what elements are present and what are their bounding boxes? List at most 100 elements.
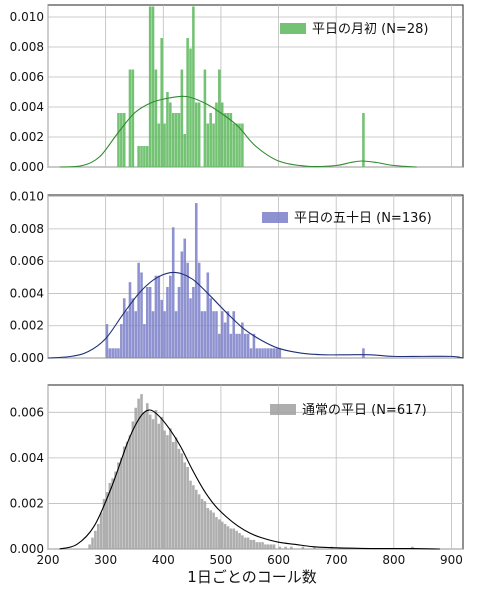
histogram-bar xyxy=(163,430,166,549)
histogram-bar xyxy=(313,546,316,549)
histogram-bar xyxy=(238,123,241,167)
histogram-bar xyxy=(143,412,146,549)
histogram-bar xyxy=(200,311,204,358)
histogram-bar xyxy=(238,533,241,549)
histogram-bar xyxy=(232,311,236,358)
y-tick-label: 0.000 xyxy=(10,542,44,556)
histogram-bar xyxy=(160,416,163,549)
histogram-bar xyxy=(166,435,169,549)
histogram-bar xyxy=(192,485,195,549)
y-tick-label: 0.002 xyxy=(10,496,44,510)
histogram-bar xyxy=(269,348,273,358)
histogram-bar xyxy=(220,311,224,358)
histogram-bar xyxy=(160,38,163,167)
histogram-bar xyxy=(148,6,152,167)
histogram-bar xyxy=(148,286,152,358)
y-tick-label: 0.000 xyxy=(10,351,44,365)
histogram-bar xyxy=(189,480,192,549)
x-tick-label: 900 xyxy=(440,553,463,567)
histogram-bar xyxy=(151,419,155,549)
histogram-bar xyxy=(249,348,253,358)
histogram-bar xyxy=(278,546,282,549)
histogram-bar xyxy=(157,423,161,549)
histogram-bar xyxy=(171,113,175,167)
histogram-bar xyxy=(290,546,293,549)
histogram-bar xyxy=(203,311,207,358)
histogram-bar xyxy=(272,544,276,549)
histogram-bar xyxy=(128,435,132,549)
histogram-bar xyxy=(186,467,189,549)
histogram-bar xyxy=(154,275,158,358)
x-tick-label: 700 xyxy=(325,553,348,567)
legend-swatch xyxy=(270,404,296,415)
histogram-bar xyxy=(212,311,215,358)
histogram-bar xyxy=(206,272,210,358)
histogram-bar xyxy=(148,414,152,549)
histogram-bar xyxy=(171,441,175,549)
histogram-bar xyxy=(209,298,212,358)
histogram-bar xyxy=(96,523,100,549)
histogram-bar xyxy=(411,546,414,549)
histogram-bar xyxy=(269,544,273,549)
histogram-bar xyxy=(194,489,198,549)
histogram-bar xyxy=(189,298,192,358)
histogram-bar xyxy=(220,521,224,549)
histogram-bar xyxy=(255,542,259,549)
legend-label: 平日の五十日 (N=136) xyxy=(294,211,432,226)
histogram-bar xyxy=(117,462,120,549)
histogram-bar xyxy=(114,348,117,358)
histogram-bar xyxy=(218,69,221,167)
histogram-bar xyxy=(131,69,135,167)
histogram-bar xyxy=(120,457,123,549)
histogram-bar xyxy=(163,311,166,358)
histogram-bar xyxy=(261,348,264,358)
histogram-bar xyxy=(243,333,247,358)
kde-curve xyxy=(59,95,417,168)
histogram-bar xyxy=(278,348,282,358)
histogram-bar xyxy=(160,299,163,358)
legend-swatch xyxy=(280,23,306,34)
histogram-bar xyxy=(131,421,135,549)
histogram-bar xyxy=(258,542,261,549)
histogram-bar xyxy=(235,123,238,167)
histogram-bar xyxy=(122,298,126,358)
histogram-bar xyxy=(183,238,187,358)
histogram-bar xyxy=(209,510,212,549)
histogram-bar xyxy=(203,501,207,549)
histogram-bar xyxy=(223,523,227,549)
histogram-bar xyxy=(229,333,233,358)
histogram-bar xyxy=(243,537,247,549)
histogram-bar xyxy=(229,113,233,167)
histogram-bar xyxy=(215,517,218,549)
histogram-bar xyxy=(108,348,112,358)
histogram-bar xyxy=(163,123,166,167)
histogram-bar xyxy=(174,113,178,167)
histogram-bar xyxy=(264,544,267,549)
histogram-bar xyxy=(192,286,195,358)
histogram-bar xyxy=(206,123,210,167)
histogram-bar xyxy=(137,398,140,549)
histogram-bar xyxy=(154,410,158,549)
histogram-bar xyxy=(200,498,204,549)
kde-curve xyxy=(47,271,464,359)
histogram-bar xyxy=(157,275,161,358)
histogram-bar xyxy=(186,262,189,358)
y-tick-label: 0.006 xyxy=(10,405,44,419)
histogram-bar xyxy=(362,113,365,167)
x-tick-label: 200 xyxy=(37,553,60,567)
y-tick-label: 0.004 xyxy=(10,286,44,300)
y-tick-label: 0.010 xyxy=(10,190,44,204)
histogram-bar xyxy=(183,462,187,549)
histogram-bar xyxy=(131,298,135,358)
x-tick-label: 300 xyxy=(94,553,117,567)
histogram-bar xyxy=(238,333,241,358)
histogram-bar xyxy=(197,494,201,549)
panel-normal-weekday: 0.000 0.002 0.004 0.006 通常の平日 (N=617) 200 300 4… xyxy=(10,384,464,567)
histogram-bar xyxy=(169,275,172,358)
histogram-bar xyxy=(215,102,218,167)
histogram-bar xyxy=(261,542,264,549)
histogram-bar xyxy=(151,6,155,167)
histogram-bar xyxy=(145,146,149,167)
histogram-bar xyxy=(177,113,181,167)
